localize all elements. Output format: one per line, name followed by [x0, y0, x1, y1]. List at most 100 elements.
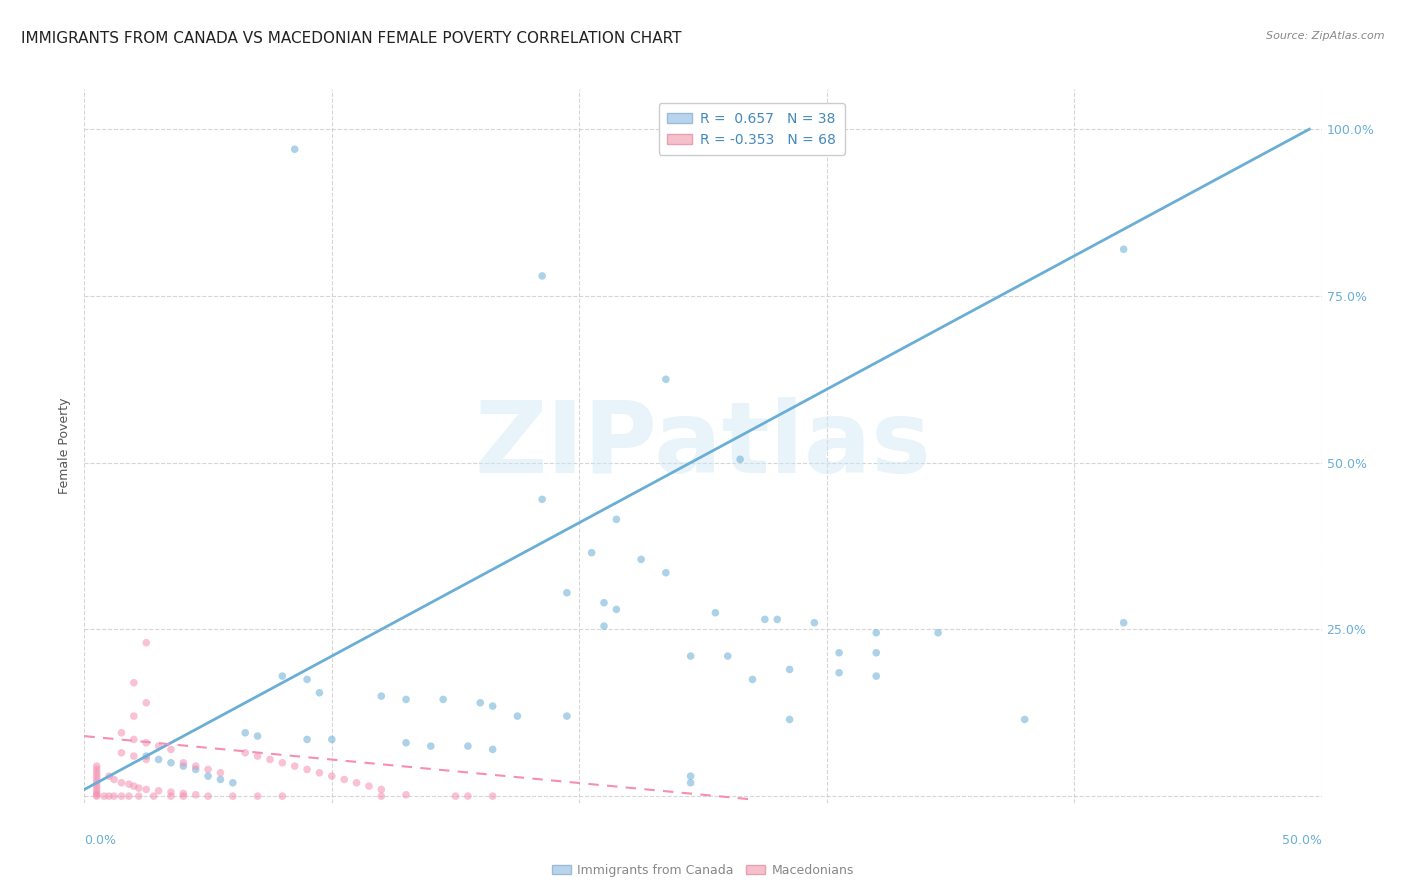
Point — [395, 788, 418, 802]
Point — [655, 566, 678, 580]
Point — [86, 759, 108, 773]
Point — [86, 788, 108, 802]
Point — [135, 782, 157, 797]
Point — [197, 769, 219, 783]
Point — [110, 746, 132, 760]
Point — [160, 742, 183, 756]
Point — [766, 612, 789, 626]
Text: Source: ZipAtlas.com: Source: ZipAtlas.com — [1267, 31, 1385, 41]
Point — [395, 736, 418, 750]
Point — [803, 615, 825, 630]
Point — [321, 732, 343, 747]
Point — [1112, 242, 1135, 256]
Point — [271, 789, 294, 804]
Point — [86, 782, 108, 797]
Point — [98, 789, 121, 804]
Point — [148, 784, 170, 798]
Point — [284, 142, 307, 156]
Point — [93, 789, 115, 804]
Point — [122, 749, 145, 764]
Point — [927, 625, 949, 640]
Point — [135, 636, 157, 650]
Point — [470, 696, 492, 710]
Point — [197, 763, 219, 777]
Point — [271, 756, 294, 770]
Point — [284, 759, 307, 773]
Text: 0.0%: 0.0% — [84, 834, 117, 847]
Point — [357, 779, 380, 793]
Point — [555, 709, 578, 723]
Point — [531, 492, 554, 507]
Point — [86, 765, 108, 780]
Point — [122, 675, 145, 690]
Point — [98, 769, 121, 783]
Point — [370, 782, 392, 797]
Y-axis label: Female Poverty: Female Poverty — [58, 398, 72, 494]
Point — [86, 786, 108, 800]
Point — [160, 785, 183, 799]
Point — [128, 789, 150, 804]
Text: IMMIGRANTS FROM CANADA VS MACEDONIAN FEMALE POVERTY CORRELATION CHART: IMMIGRANTS FROM CANADA VS MACEDONIAN FEM… — [21, 31, 682, 46]
Point — [118, 789, 141, 804]
Point — [828, 665, 851, 680]
Point — [209, 765, 232, 780]
Point — [184, 788, 207, 802]
Point — [655, 372, 678, 386]
Point — [728, 452, 751, 467]
Point — [605, 512, 627, 526]
Point — [246, 729, 269, 743]
Point — [581, 546, 603, 560]
Point — [110, 725, 132, 739]
Point — [172, 756, 194, 770]
Point — [865, 669, 887, 683]
Point — [679, 649, 702, 664]
Point — [754, 612, 776, 626]
Point — [110, 776, 132, 790]
Point — [865, 625, 887, 640]
Point — [110, 789, 132, 804]
Point — [1014, 713, 1036, 727]
Point — [103, 772, 125, 787]
Point — [246, 789, 269, 804]
Point — [259, 752, 281, 766]
Point — [103, 789, 125, 804]
Point — [1360, 656, 1382, 670]
Point — [184, 759, 207, 773]
Point — [86, 772, 108, 787]
Point — [481, 742, 503, 756]
Point — [295, 673, 318, 687]
Point — [741, 673, 763, 687]
Point — [86, 789, 108, 804]
Point — [271, 669, 294, 683]
Point — [222, 789, 245, 804]
Point — [704, 606, 727, 620]
Point — [222, 776, 245, 790]
Point — [86, 769, 108, 783]
Point — [531, 268, 554, 283]
Point — [321, 769, 343, 783]
Point — [295, 763, 318, 777]
Point — [135, 752, 157, 766]
Point — [333, 772, 356, 787]
Point — [555, 585, 578, 599]
Point — [172, 789, 194, 804]
Point — [209, 772, 232, 787]
Point — [1112, 615, 1135, 630]
Point — [308, 686, 330, 700]
Point — [308, 765, 330, 780]
Text: 50.0%: 50.0% — [1282, 834, 1322, 847]
Point — [457, 789, 479, 804]
Point — [148, 739, 170, 753]
Point — [481, 699, 503, 714]
Point — [679, 769, 702, 783]
Point — [419, 739, 441, 753]
Point — [184, 763, 207, 777]
Point — [128, 781, 150, 796]
Point — [717, 649, 740, 664]
Point — [370, 689, 392, 703]
Legend: Immigrants from Canada, Macedonians: Immigrants from Canada, Macedonians — [547, 859, 859, 882]
Point — [160, 789, 183, 804]
Point — [86, 776, 108, 790]
Point — [122, 779, 145, 793]
Point — [246, 749, 269, 764]
